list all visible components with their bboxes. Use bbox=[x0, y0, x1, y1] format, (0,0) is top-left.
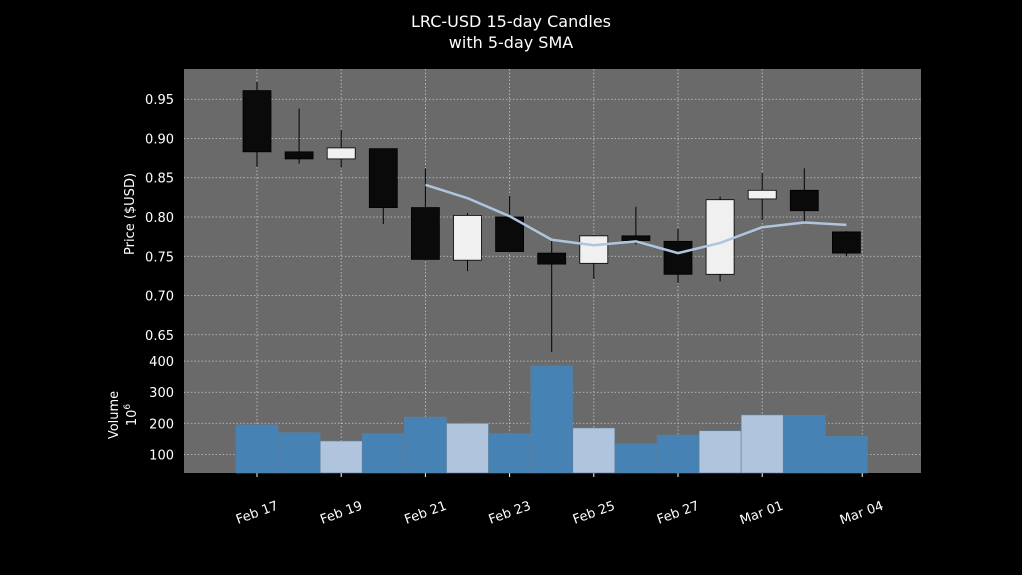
volume-bar bbox=[319, 440, 363, 474]
candle-body bbox=[326, 147, 356, 160]
candle-body bbox=[663, 240, 693, 275]
candle-body bbox=[453, 215, 482, 261]
price-axis-label: Price ($USD) bbox=[123, 173, 138, 255]
candle-body bbox=[579, 235, 609, 264]
price-tick-label: 0.70 bbox=[145, 290, 174, 305]
candle-body bbox=[284, 151, 314, 160]
volume-bar bbox=[404, 416, 447, 474]
price-tick-label: 0.65 bbox=[145, 329, 174, 344]
volume-bar bbox=[614, 443, 658, 474]
price-tick-label: 0.90 bbox=[145, 132, 174, 147]
volume-tick-label: 200 bbox=[149, 417, 174, 432]
volume-tick-label: 400 bbox=[149, 355, 174, 370]
volume-axis-label: Volume bbox=[107, 391, 122, 439]
volume-bar bbox=[572, 427, 616, 474]
volume-bar bbox=[235, 424, 279, 474]
sma-line bbox=[425, 183, 847, 255]
candle-body bbox=[747, 189, 777, 200]
volume-bar bbox=[488, 433, 531, 474]
volume-bar bbox=[740, 414, 784, 474]
volume-bar bbox=[361, 433, 405, 474]
candle-body bbox=[832, 231, 861, 254]
candle-body bbox=[537, 252, 567, 265]
chart-subtitle: with 5-day SMA bbox=[449, 33, 573, 52]
volume-bar bbox=[782, 414, 826, 474]
price-tick-label: 0.95 bbox=[145, 93, 174, 108]
price-tick-label: 0.75 bbox=[145, 250, 174, 265]
price-tick-label: 0.80 bbox=[145, 211, 174, 226]
volume-bar bbox=[656, 434, 700, 474]
volume-bar bbox=[446, 422, 489, 474]
candle-body bbox=[410, 207, 440, 260]
volume-bar bbox=[698, 430, 742, 474]
candle-body bbox=[368, 148, 398, 208]
volume-unit-exponent: 6 bbox=[123, 404, 133, 410]
volume-bar bbox=[277, 432, 321, 474]
volume-bar bbox=[825, 436, 868, 474]
candle-body bbox=[789, 189, 819, 212]
volume-unit-label: 106 bbox=[123, 404, 140, 427]
volume-bar bbox=[530, 365, 574, 474]
sma-5-line bbox=[425, 183, 847, 255]
volume-tick-label: 300 bbox=[149, 386, 174, 401]
chart-title: LRC-USD 15-day Candles bbox=[411, 12, 611, 31]
candle-body bbox=[705, 199, 735, 275]
price-panel bbox=[184, 69, 921, 354]
volume-unit-base: 10 bbox=[125, 410, 140, 427]
price-tick-label: 0.85 bbox=[145, 172, 174, 187]
volume-tick-label: 100 bbox=[149, 448, 174, 463]
candle-body bbox=[621, 235, 651, 241]
candle-body bbox=[242, 90, 272, 153]
volume-bars bbox=[235, 365, 868, 474]
